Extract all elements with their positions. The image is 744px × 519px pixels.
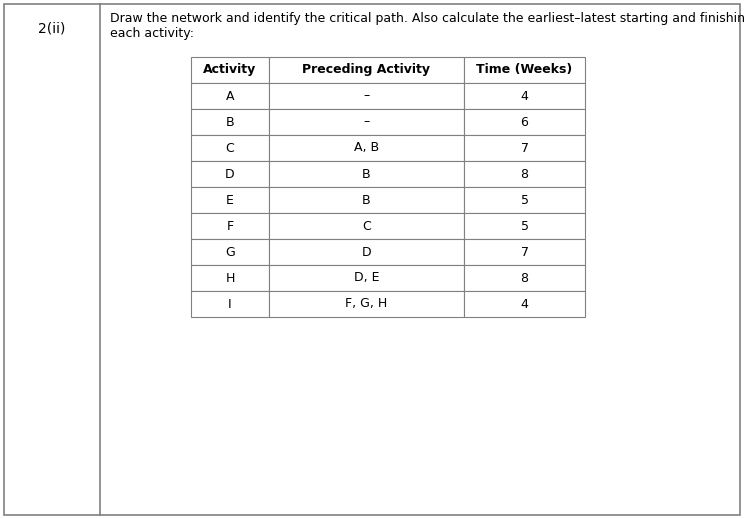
Text: G: G: [225, 245, 235, 258]
Text: A, B: A, B: [354, 142, 379, 155]
Bar: [191, 161, 269, 187]
Bar: [464, 109, 585, 135]
Bar: [464, 187, 585, 213]
Bar: [191, 83, 269, 109]
Text: Activity: Activity: [203, 63, 257, 76]
Text: C: C: [362, 220, 371, 233]
Text: D, E: D, E: [353, 271, 379, 284]
Bar: [269, 239, 464, 265]
Text: B: B: [225, 116, 234, 129]
Text: I: I: [228, 297, 232, 310]
Bar: [191, 57, 269, 83]
Text: E: E: [226, 194, 234, 207]
Bar: [191, 213, 269, 239]
Bar: [191, 239, 269, 265]
Bar: [464, 57, 585, 83]
Text: C: C: [225, 142, 234, 155]
Bar: [269, 187, 464, 213]
Bar: [269, 57, 464, 83]
Text: B: B: [362, 168, 371, 181]
Bar: [269, 135, 464, 161]
Bar: [464, 135, 585, 161]
Text: H: H: [225, 271, 234, 284]
Bar: [464, 213, 585, 239]
Bar: [269, 291, 464, 317]
Bar: [269, 83, 464, 109]
Text: 5: 5: [521, 220, 528, 233]
Bar: [191, 187, 269, 213]
Text: 5: 5: [521, 194, 528, 207]
Text: 7: 7: [521, 142, 528, 155]
Text: D: D: [225, 168, 235, 181]
Bar: [269, 161, 464, 187]
Text: D: D: [362, 245, 371, 258]
Text: F: F: [226, 220, 234, 233]
Bar: [464, 83, 585, 109]
Bar: [464, 265, 585, 291]
Bar: [269, 265, 464, 291]
Text: 6: 6: [521, 116, 528, 129]
Bar: [191, 291, 269, 317]
Text: 8: 8: [521, 271, 528, 284]
Text: 4: 4: [521, 89, 528, 102]
Text: Draw the network and identify the critical path. Also calculate the earliest–lat: Draw the network and identify the critic…: [110, 12, 744, 40]
Bar: [269, 213, 464, 239]
Bar: [464, 161, 585, 187]
Bar: [191, 265, 269, 291]
Bar: [464, 239, 585, 265]
Text: Time (Weeks): Time (Weeks): [476, 63, 573, 76]
Text: –: –: [363, 89, 370, 102]
Text: 8: 8: [521, 168, 528, 181]
Text: 4: 4: [521, 297, 528, 310]
Bar: [464, 291, 585, 317]
Text: 7: 7: [521, 245, 528, 258]
Bar: [191, 135, 269, 161]
Text: 2(ii): 2(ii): [38, 22, 65, 36]
Text: A: A: [225, 89, 234, 102]
Text: B: B: [362, 194, 371, 207]
Text: –: –: [363, 116, 370, 129]
Text: F, G, H: F, G, H: [345, 297, 388, 310]
Text: Preceding Activity: Preceding Activity: [303, 63, 431, 76]
Bar: [191, 109, 269, 135]
Bar: [269, 109, 464, 135]
